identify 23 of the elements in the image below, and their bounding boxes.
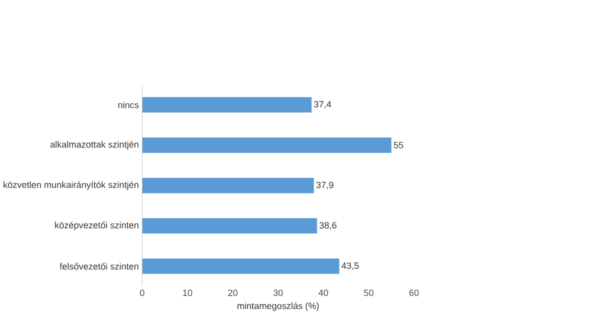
bar xyxy=(142,258,340,274)
y-tick-label: középvezetői szinten xyxy=(55,222,138,230)
data-label: 37,4 xyxy=(314,101,332,109)
x-tick-label: 20 xyxy=(228,290,238,296)
y-tick-label: közvetlen munkairányítók szintjén xyxy=(4,181,138,190)
data-label: 55 xyxy=(394,142,404,148)
bar xyxy=(142,178,314,194)
x-tick-label: 30 xyxy=(273,290,283,296)
x-tick-label: 60 xyxy=(409,290,419,296)
x-tick-label: 0 xyxy=(140,290,144,296)
x-axis-title: mintamegoszlás (%) xyxy=(238,302,319,311)
y-tick-label: nincs xyxy=(118,102,139,108)
bar xyxy=(142,218,318,234)
bar xyxy=(142,138,392,153)
data-label: 37,9 xyxy=(316,182,334,190)
data-label: 43,5 xyxy=(342,262,359,270)
bar xyxy=(142,97,312,113)
x-tick-label: 10 xyxy=(183,290,192,296)
y-tick-label: felsővezetői szinten xyxy=(60,262,138,270)
data-label: 38,6 xyxy=(320,222,336,230)
x-tick-label: 50 xyxy=(364,290,374,296)
x-tick-label: 40 xyxy=(318,290,328,296)
y-tick-label: alkalmazottak szintjén xyxy=(50,140,138,150)
